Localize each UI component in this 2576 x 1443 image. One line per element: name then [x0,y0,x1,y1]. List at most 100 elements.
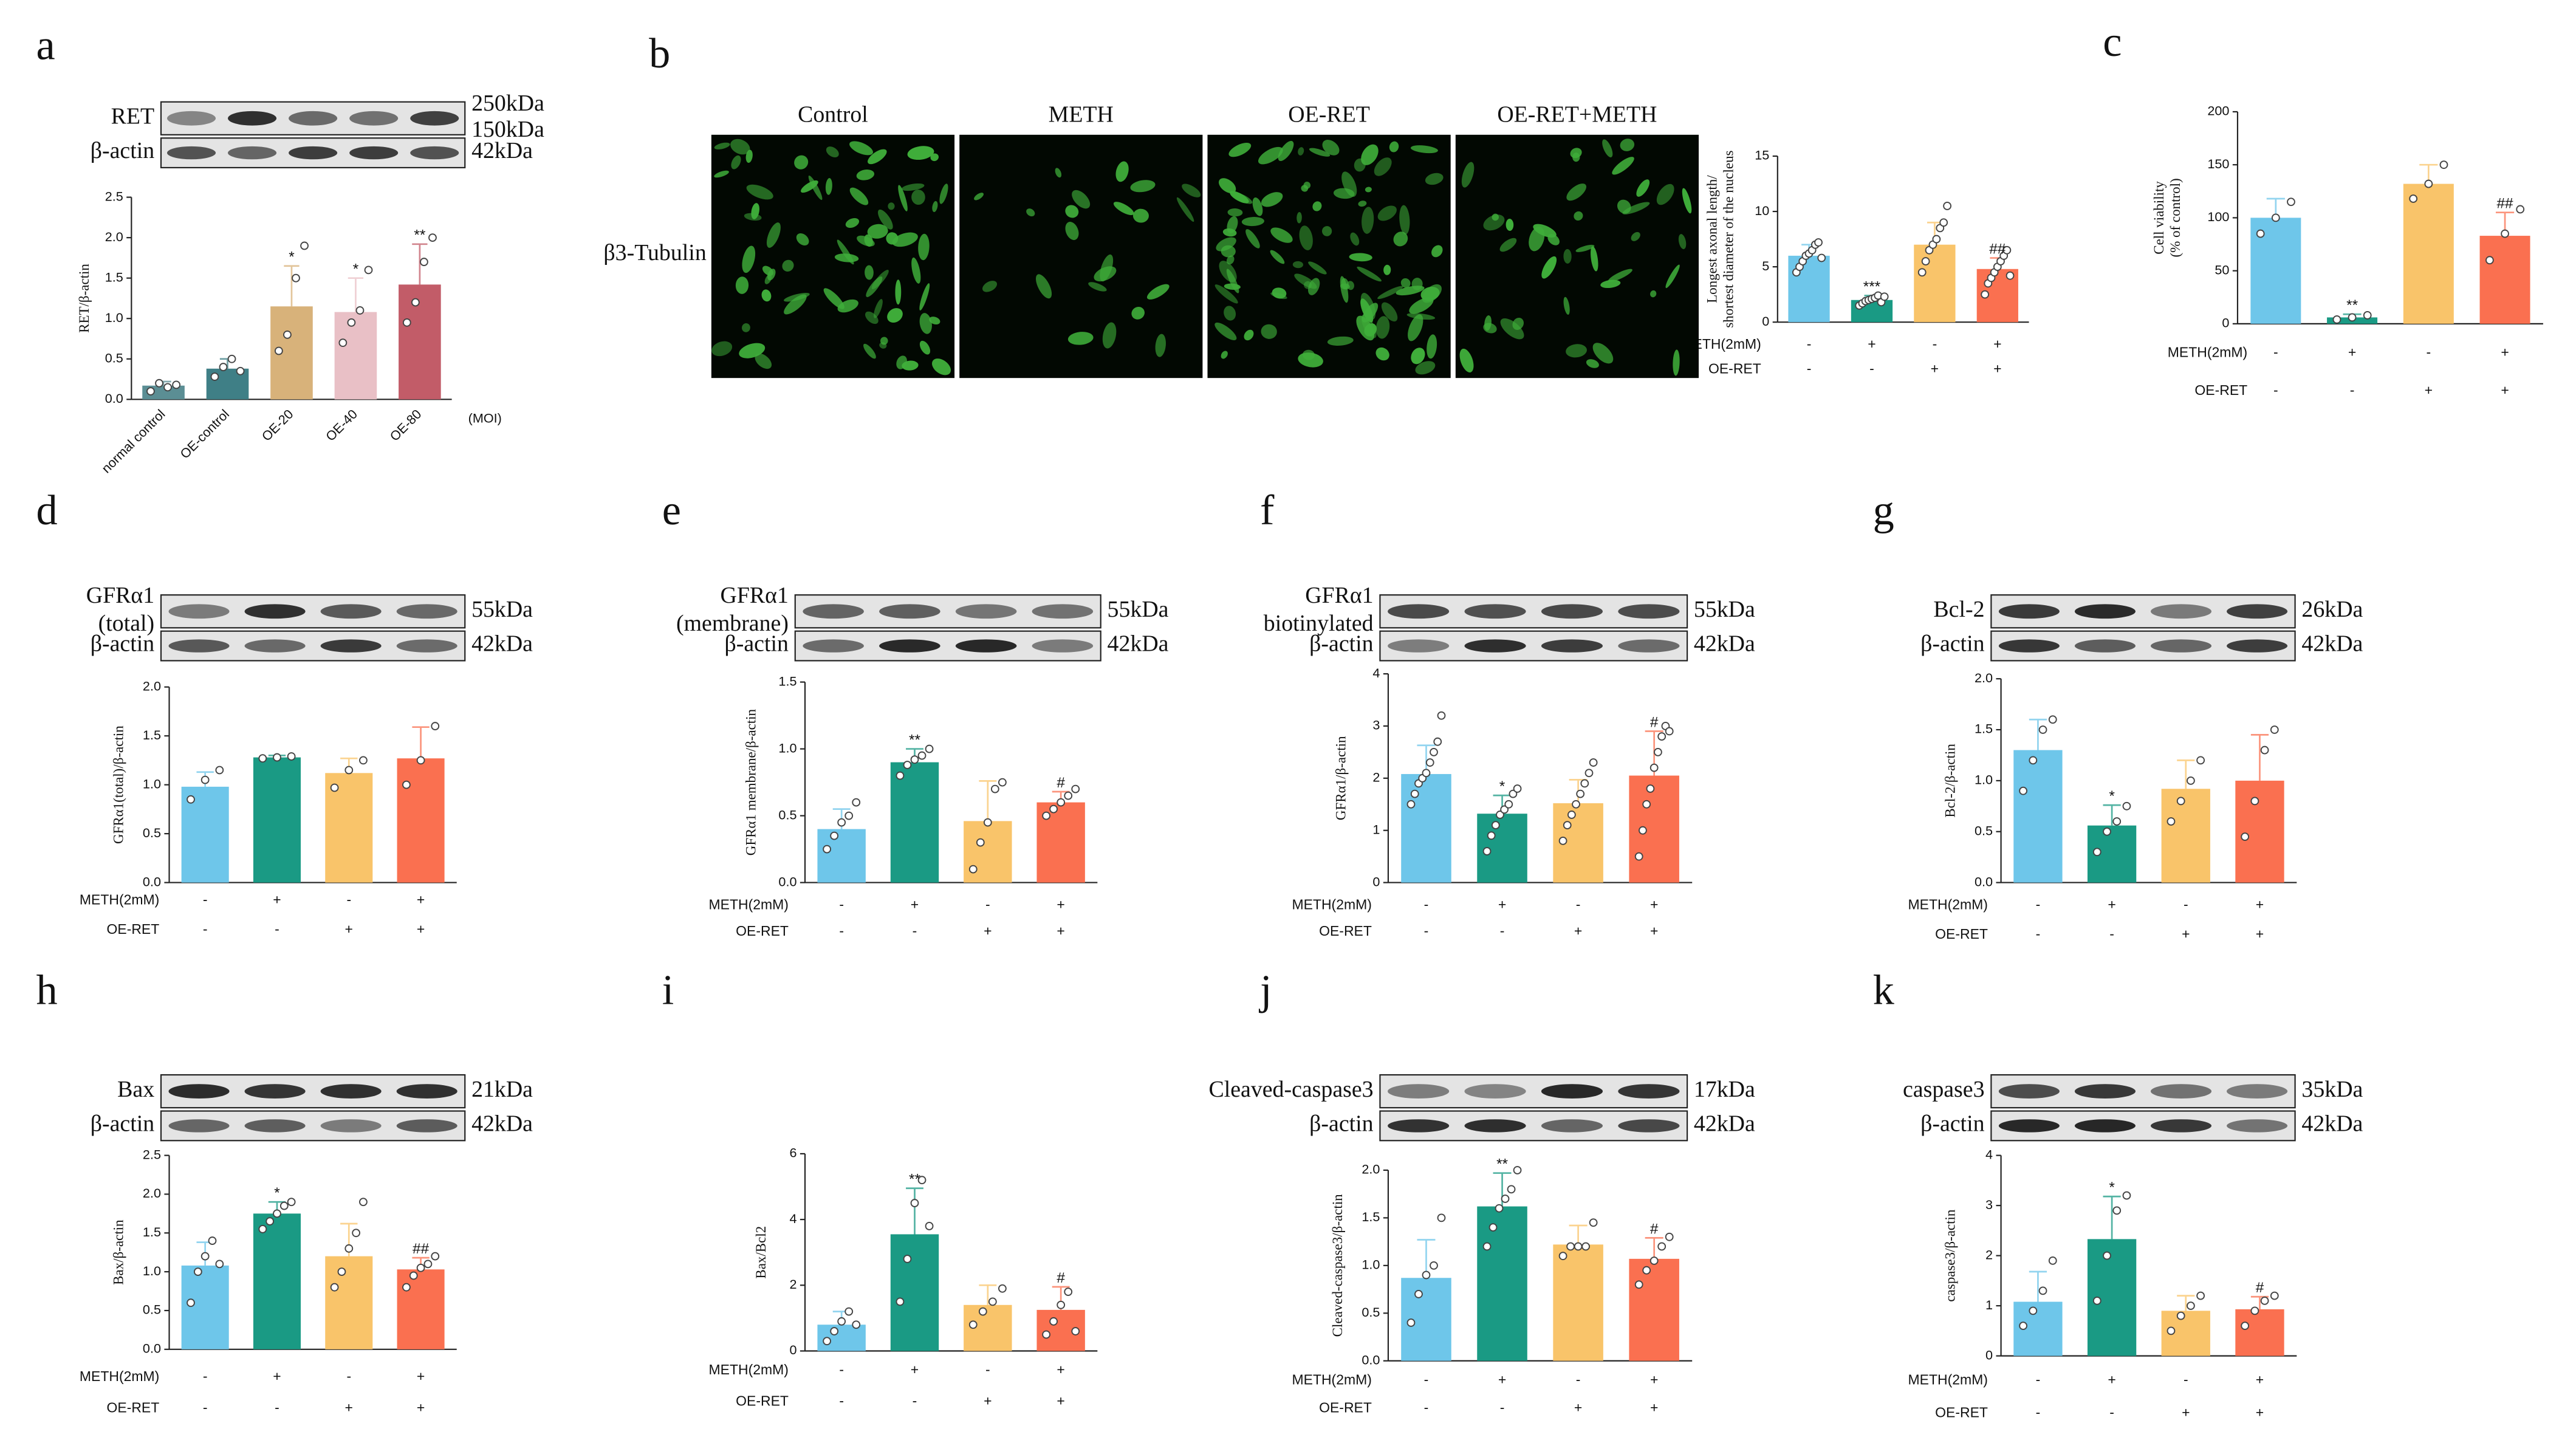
blot-size: 26kDa [2301,597,2363,622]
blot-label: caspase3 [1903,1077,1985,1102]
y-tick-label: 2 [1372,770,1380,785]
condition-sign: + [2348,344,2356,360]
data-point [330,1283,339,1292]
cell [1132,208,1149,223]
data-point [1406,1318,1416,1327]
data-point [1482,847,1492,855]
data-point [1817,253,1826,262]
cell [1302,349,1315,360]
data-point [837,1317,846,1326]
data-point [402,780,411,789]
y-axis-label: Bcl-2/β-actin [1943,744,1958,818]
blot-band [879,639,940,653]
condition-sign: + [273,1368,281,1384]
y-tick-label: 2 [789,1277,796,1292]
data-point [411,298,420,307]
blot-band [1388,639,1450,653]
blot-band [1541,604,1603,619]
cell [823,288,844,309]
bar [399,284,441,400]
blot-size: 55kDa [1694,597,1755,622]
condition-sign: - [1424,923,1429,939]
data-point [1064,791,1073,800]
significance: ** [414,227,425,244]
data-point [1049,1317,1058,1326]
y-axis-label: RET/β-actin [77,264,92,333]
cell [1182,183,1201,197]
blot-band [1388,1084,1450,1099]
cell [1298,147,1304,156]
cell [1362,303,1379,323]
blot-band [228,146,277,160]
significance: # [2256,1280,2264,1296]
y-tick-label: 2.5 [105,188,123,204]
blot-band [803,639,864,653]
cell [714,142,730,149]
data-point [2270,725,2279,734]
blot-size: 42kDa [1108,631,1169,657]
data-point [364,266,373,275]
cell [1357,266,1382,282]
cell [1617,199,1631,214]
cell [1678,234,1687,250]
cell [746,184,773,200]
blot-label: β-actin [1309,631,1373,657]
condition-label: OE-RET [1935,1404,1988,1420]
data-point [1558,836,1567,845]
blot-band [1464,639,1526,653]
condition-sign: + [2256,1404,2264,1420]
cell [742,245,756,273]
bar [1477,1206,1527,1361]
cell [849,141,873,156]
cell [1102,322,1117,349]
y-tick-label: 1.0 [778,740,796,755]
cell [907,146,934,160]
data-point [287,1198,296,1207]
data-point [2122,801,2131,811]
significance: * [274,1185,280,1201]
blot-band [168,639,230,653]
cell [1226,269,1239,293]
condition-sign: - [839,1393,844,1408]
cell [1312,201,1322,211]
blot-band [955,604,1017,619]
blot-band [320,604,382,619]
cell [895,279,902,305]
cell [742,323,750,332]
blot-label: Cleaved-caspase3 [1208,1077,1373,1102]
blot-band [228,111,277,126]
condition-sign: + [1931,361,1939,377]
condition-label: OE-RET [107,1399,160,1415]
condition-sign: - [2273,382,2278,398]
cell [1308,261,1327,275]
blot-band [879,604,940,619]
cell [1327,336,1354,346]
y-tick-label: 2.0 [1975,670,1993,685]
cell [837,299,858,313]
cell [1055,168,1062,178]
blot-band [1541,639,1603,653]
blot-band [168,1119,230,1133]
cell [755,353,772,369]
cell [735,276,749,294]
data-point [146,387,155,396]
data-point [352,1229,361,1238]
blot-band [410,111,459,126]
blot-band [396,639,457,653]
blot-band [289,111,338,126]
y-axis-label: shortest diameter of the nucleus [1721,150,1736,327]
condition-sign: + [984,923,992,939]
error-bar [2177,1295,2195,1311]
blot-band [244,1084,306,1099]
cell [1375,316,1390,339]
blot-size: 42kDa [471,138,533,163]
condition-sign: + [1993,336,2001,352]
y-axis-label: (% of control) [2168,178,2183,257]
cell [1115,161,1129,182]
blot-band [1618,604,1680,619]
cell [711,341,733,357]
panel-letter: e [662,487,681,534]
cell [1602,139,1613,157]
y-tick-label: 4 [1985,1147,1993,1162]
blot-size: 42kDa [2301,1111,2363,1137]
